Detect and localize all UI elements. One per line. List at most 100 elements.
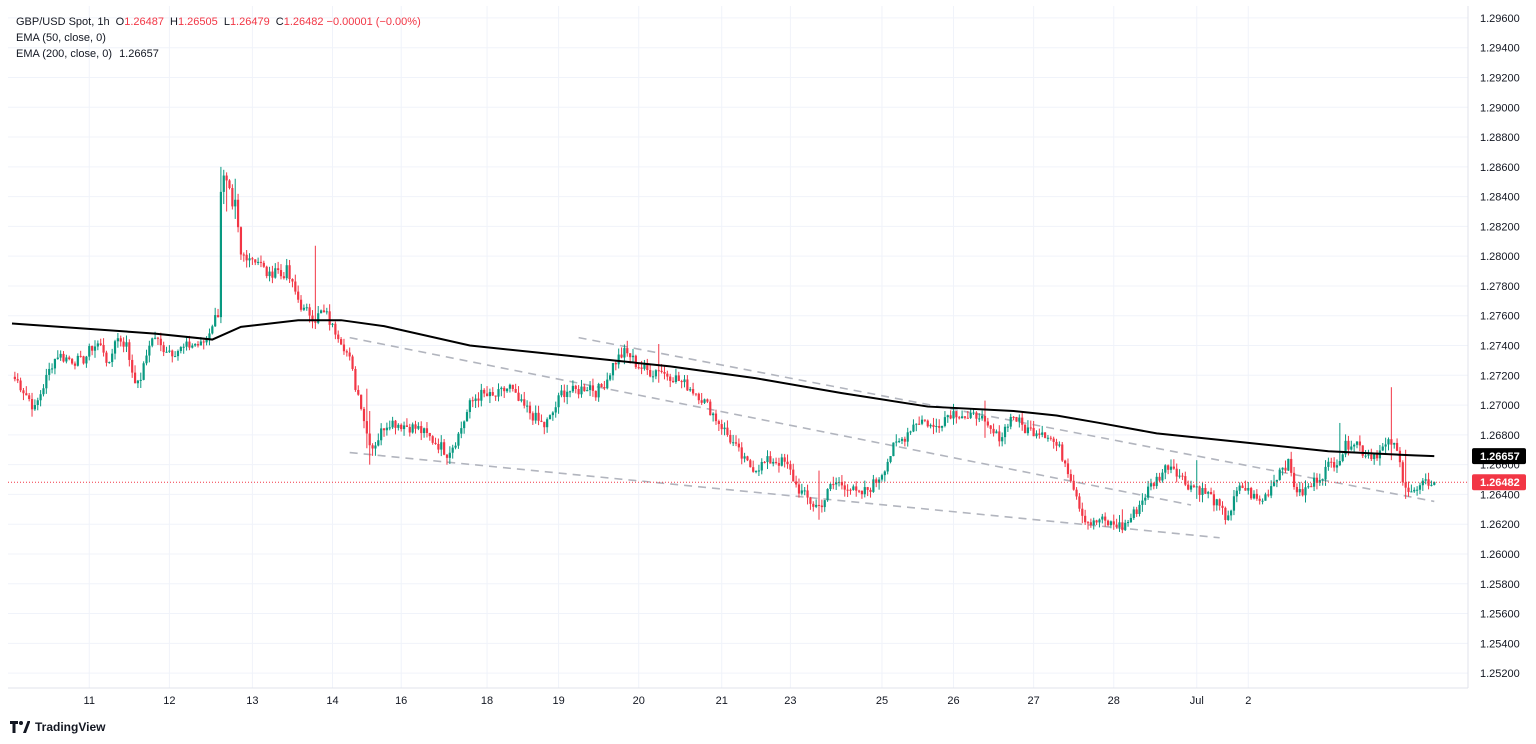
candle-body [846,489,849,491]
candle [789,460,792,475]
candle [208,328,211,346]
candle-body [1270,486,1273,496]
candle [328,304,331,331]
candle [119,335,122,347]
candle [45,368,48,394]
candle [906,427,909,447]
candle [872,474,875,493]
candle-body [1109,521,1113,526]
y-tick-label: 1.26400 [1480,489,1520,501]
candle [1181,472,1184,481]
candle-body [663,371,666,374]
candle [546,417,549,433]
ema200-row[interactable]: EMA (200, close, 0) 1.26657 [16,46,421,62]
candle-body [285,265,288,279]
candle-body [91,346,94,351]
candle [162,341,165,357]
candle-body [1333,462,1336,468]
candle [1132,506,1135,520]
candle [1333,457,1336,472]
candle [16,373,19,384]
candle-body [371,445,374,449]
candle-body [952,411,955,419]
candle [981,410,984,421]
candle-body [1112,521,1115,525]
candle-body [889,456,892,462]
candle-body [297,291,300,300]
ema200-value: 1.26657 [119,48,159,60]
candle-body [1006,426,1009,428]
candle-body [465,412,469,422]
candle [1086,521,1090,530]
candle-body [33,405,36,410]
candle-body [772,461,775,464]
candle [514,383,517,393]
candle [1003,424,1007,445]
candle [159,332,162,352]
candle [792,463,795,482]
y-tick-label: 1.25800 [1480,579,1520,591]
candle-body [1187,484,1190,490]
candle [36,397,39,411]
candle-body [568,391,572,393]
candle [239,226,243,260]
candle [534,405,537,424]
candle [1012,416,1015,421]
candle-body [878,479,881,483]
candle-body [16,379,19,381]
candle [471,396,474,408]
candle-body [1101,516,1104,520]
candle [923,419,926,423]
tradingview-branding[interactable]: TradingView [10,720,105,734]
candle [949,410,952,420]
candle-body [1141,500,1144,505]
candle [557,392,560,414]
candle [1098,518,1101,528]
candle-body [1001,437,1004,442]
candle [254,259,257,266]
candle-body [68,357,71,360]
candle-body [1384,444,1387,447]
candle [774,457,778,465]
candle [1244,480,1247,491]
candle [1055,438,1058,452]
candle [491,387,494,397]
ema50-row[interactable]: EMA (50, close, 0) [16,30,421,46]
x-tick-label: 12 [163,695,175,707]
candle [182,343,185,354]
y-tick-label: 1.26800 [1480,430,1520,442]
trendline [349,336,1192,506]
candle-body [1158,476,1161,481]
candle-body [649,370,652,377]
interval-label[interactable]: 1h [97,16,110,28]
candle [614,360,617,371]
candle [737,438,740,452]
candle [468,398,471,419]
candle-body [460,428,463,434]
candle [815,499,818,509]
candle-body [657,370,660,372]
candle-body [394,420,397,428]
candle-body [236,199,240,228]
candle-body [1215,499,1218,506]
candle-body [194,344,197,346]
candle-body [1295,486,1299,493]
candle [531,411,534,425]
candle-body [1084,515,1087,523]
candle [171,349,174,363]
candle [1355,441,1359,449]
candle [889,455,892,464]
candle [617,348,620,369]
candle-body [1355,441,1359,445]
candle [374,441,377,456]
candle-body [1330,461,1333,463]
candle-body [637,367,640,369]
candle [760,458,763,475]
candle [108,361,111,364]
candle-body [869,489,872,492]
candle-body [1267,494,1270,496]
symbol-label[interactable]: GBP/USD Spot [16,16,92,28]
candle-body [691,389,695,394]
candle-body [912,424,915,432]
